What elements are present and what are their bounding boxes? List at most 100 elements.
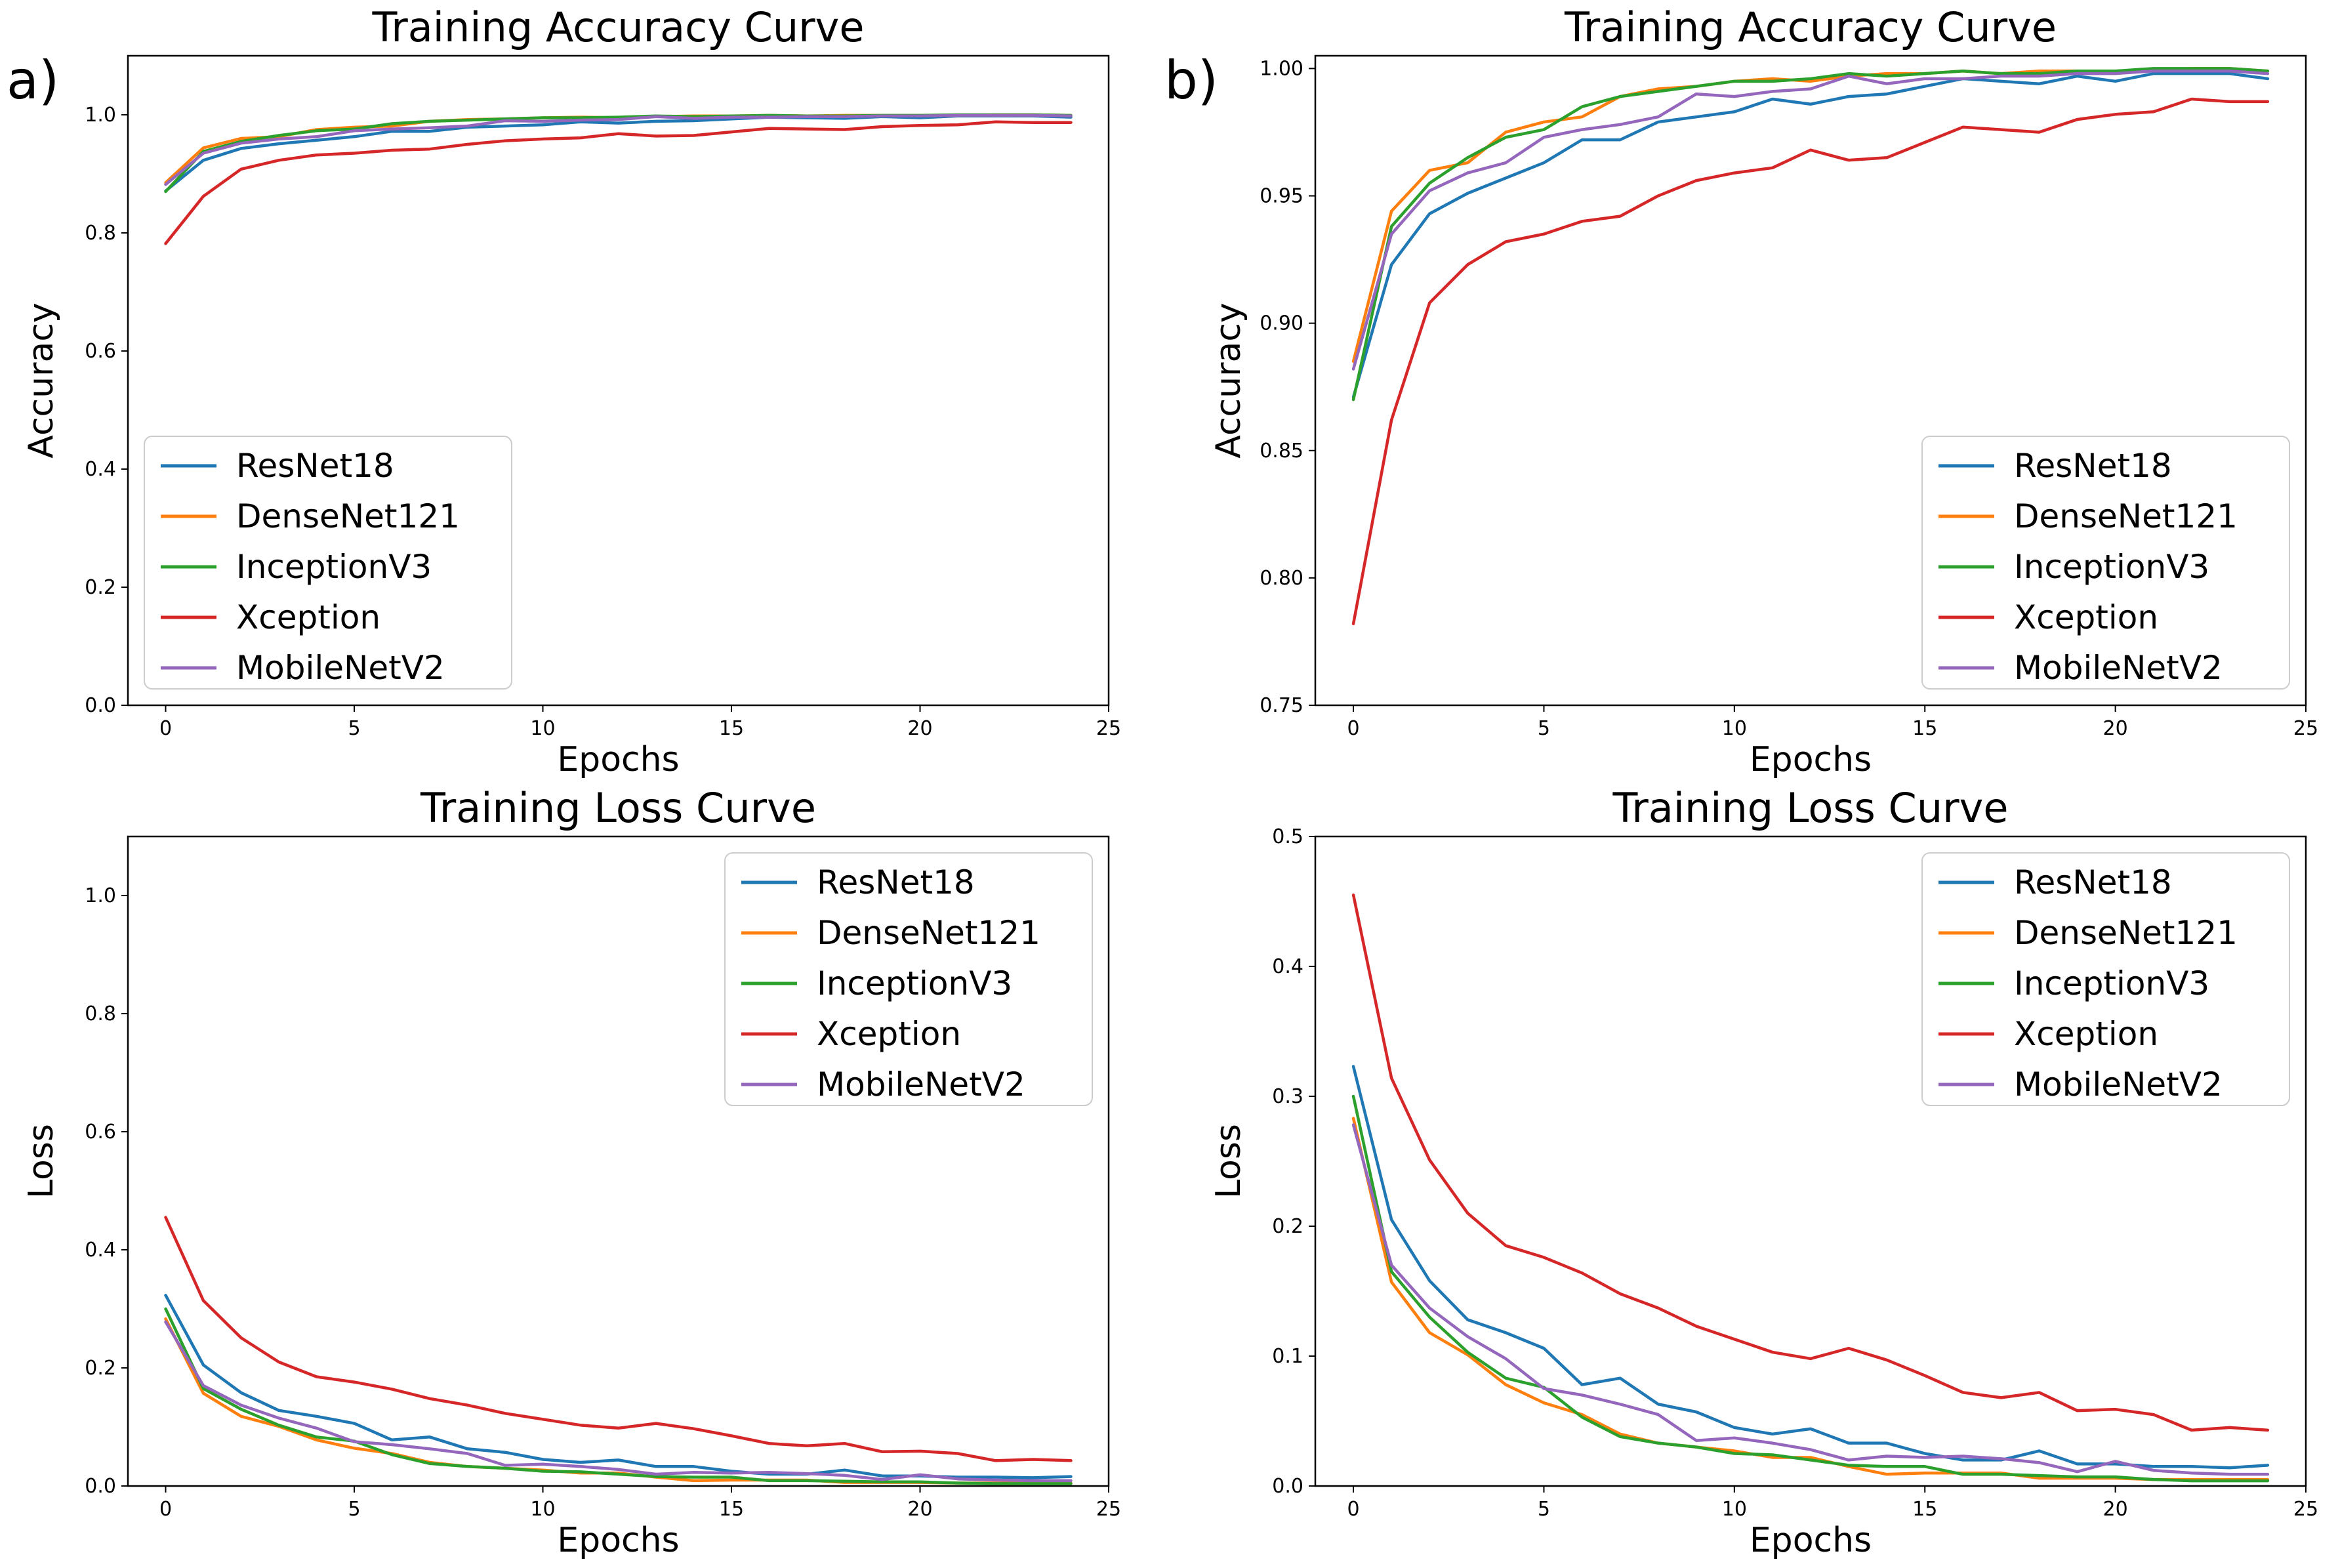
series-line-xception	[1351, 893, 2270, 1432]
x-tick-label: 0	[1347, 1498, 1360, 1521]
series-line-densenet121	[1351, 1117, 2270, 1481]
x-tick-label: 10	[530, 717, 555, 740]
x-tick-label: 20	[2103, 717, 2128, 740]
plot-frame	[1314, 54, 2307, 707]
legend-label-inceptionv3: InceptionV3	[817, 964, 1012, 1002]
y-tick-label: 0.2	[85, 576, 116, 599]
x-tick-label: 0	[159, 717, 172, 740]
x-tick-label: 0	[1347, 717, 1360, 740]
y-tick-label: 0.4	[85, 458, 116, 481]
x-tick-label: 20	[907, 717, 932, 740]
x-tick-label: 15	[1912, 717, 1937, 740]
legend-label-xception: Xception	[817, 1015, 961, 1053]
y-tick-label: 0.6	[85, 1121, 116, 1144]
series-line-xception	[164, 120, 1073, 245]
legend-label-mobilenetv2: MobileNetV2	[2014, 649, 2223, 687]
chart-title: Training Accuracy Curve	[371, 3, 864, 51]
y-tick-label: 0.0	[1272, 1475, 1303, 1498]
y-axis-label: Loss	[1209, 1124, 1248, 1199]
legend-label-densenet121: DenseNet121	[2014, 914, 2238, 952]
x-tick-label: 5	[1538, 717, 1550, 740]
y-tick-label: 1.00	[1260, 57, 1303, 80]
x-tick-label: 10	[1722, 1498, 1747, 1521]
y-tick-label: 0.80	[1260, 567, 1303, 590]
x-tick-label: 25	[2293, 717, 2318, 740]
legend-box	[144, 436, 512, 690]
legend: ResNet18 DenseNet121 InceptionV3 Xception Mo…	[1921, 852, 2290, 1106]
x-tick-label: 10	[530, 1498, 555, 1521]
legend-label-resnet18: ResNet18	[2014, 447, 2172, 485]
series-line-resnet18	[1351, 72, 2270, 399]
y-tick-label: 0.5	[1272, 825, 1303, 848]
chart-title: Training Accuracy Curve	[1564, 3, 2057, 51]
y-tick-label: 1.0	[85, 104, 116, 127]
series-line-resnet18	[1351, 1065, 2270, 1470]
x-axis-label: Epochs	[1750, 740, 1872, 779]
plot-frame	[127, 835, 1110, 1487]
plot-frame	[1314, 835, 2307, 1487]
chart-b-loss: Training Loss Curve 0 5 10 15 20 25 0.0 0.1 0.2 0.…	[1209, 784, 2318, 1560]
series-line-densenet121	[164, 1317, 1073, 1485]
legend-label-xception: Xception	[236, 598, 380, 636]
series-line-mobilenetv2	[164, 1320, 1073, 1483]
legend-box	[1921, 436, 2290, 690]
legend: ResNet18 DenseNet121 InceptionV3 Xception Mo…	[144, 436, 512, 690]
series-line-inceptionv3	[1351, 67, 2270, 402]
y-tick-label: 0.3	[1272, 1085, 1303, 1108]
y-tick-label: 0.8	[85, 222, 116, 245]
legend-label-inceptionv3: InceptionV3	[2014, 964, 2209, 1002]
y-axis-label: Loss	[22, 1124, 61, 1199]
x-tick-label: 15	[719, 717, 744, 740]
y-tick-label: 0.1	[1272, 1345, 1303, 1368]
legend-label-inceptionv3: InceptionV3	[236, 548, 432, 586]
x-tick-label: 5	[1538, 1498, 1550, 1521]
legend: ResNet18 DenseNet121 InceptionV3 Xception Mo…	[724, 852, 1093, 1106]
y-tick-label: 0.2	[1272, 1215, 1303, 1238]
y-tick-label: 0.95	[1260, 185, 1303, 208]
series-line-inceptionv3	[1351, 1094, 2270, 1483]
series-line-inceptionv3	[164, 1307, 1073, 1485]
x-tick-label: 25	[2293, 1498, 2318, 1521]
plot-frame	[127, 54, 1110, 707]
legend-label-resnet18: ResNet18	[2014, 863, 2172, 901]
legend-box	[724, 852, 1093, 1106]
y-tick-label: 0.85	[1260, 440, 1303, 463]
x-tick-label: 0	[159, 1498, 172, 1521]
legend-label-mobilenetv2: MobileNetV2	[2014, 1065, 2223, 1104]
panel-label-a: a)	[7, 50, 59, 111]
legend: ResNet18 DenseNet121 InceptionV3 Xception Mo…	[1921, 436, 2290, 690]
legend-label-resnet18: ResNet18	[817, 863, 975, 901]
x-tick-label: 20	[907, 1498, 932, 1521]
x-axis-label: Epochs	[557, 1521, 679, 1560]
chart-a-loss: Training Loss Curve 0 5 10 15 20 25 0.0 0.2 0.4 0.…	[22, 784, 1121, 1560]
y-tick-label: 0.8	[85, 1002, 116, 1025]
panel-label-b: b)	[1164, 50, 1218, 111]
x-tick-label: 15	[719, 1498, 744, 1521]
legend-label-xception: Xception	[2014, 598, 2158, 636]
chart-title: Training Loss Curve	[420, 784, 816, 832]
series-line-mobilenetv2	[1351, 1123, 2270, 1476]
legend-label-mobilenetv2: MobileNetV2	[817, 1065, 1025, 1104]
series-line-resnet18	[164, 1294, 1073, 1479]
legend-label-densenet121: DenseNet121	[236, 497, 460, 535]
y-tick-label: 0.6	[85, 340, 116, 363]
x-tick-label: 5	[348, 1498, 360, 1521]
legend-label-mobilenetv2: MobileNetV2	[236, 649, 445, 687]
series-line-xception	[164, 1216, 1073, 1462]
x-tick-label: 25	[1096, 717, 1121, 740]
y-axis-label: Accuracy	[22, 302, 61, 458]
y-axis-label: Accuracy	[1209, 302, 1248, 458]
y-tick-label: 0.75	[1260, 694, 1303, 717]
x-tick-label: 25	[1096, 1498, 1121, 1521]
series-line-mobilenetv2	[1351, 70, 2270, 371]
legend-box	[1921, 852, 2290, 1106]
y-tick-label: 1.0	[85, 884, 116, 907]
x-axis-label: Epochs	[1750, 1521, 1872, 1560]
legend-label-densenet121: DenseNet121	[817, 914, 1040, 952]
y-tick-label: 0.4	[85, 1239, 116, 1262]
y-tick-label: 0.4	[1272, 955, 1303, 978]
chart-title: Training Loss Curve	[1612, 784, 2009, 832]
y-tick-label: 0.0	[85, 694, 116, 717]
legend-label-resnet18: ResNet18	[236, 447, 394, 485]
